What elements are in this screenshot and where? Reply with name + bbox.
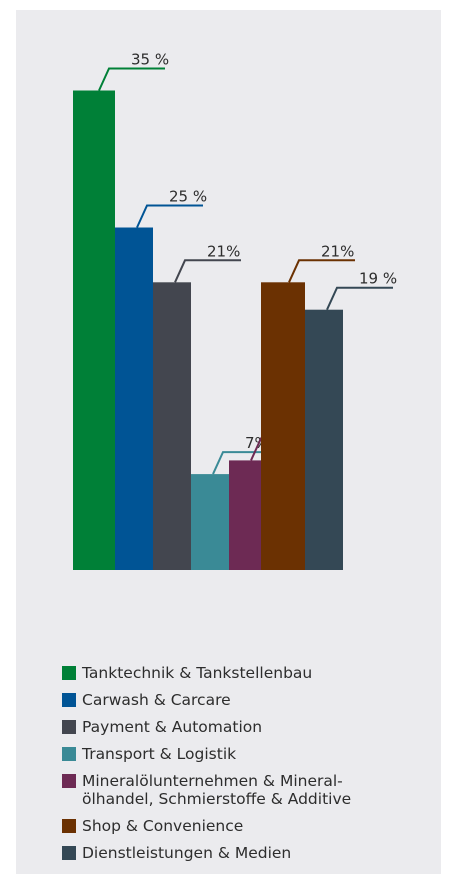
chart-panel: 35 %25 %21%7%8 %21%19 % Tanktechnik & Ta… <box>16 10 441 874</box>
data-label-7: 19 % <box>359 270 397 288</box>
bar-chart: 35 %25 %21%7%8 %21%19 % <box>73 51 397 570</box>
legend-label-7: Dienstleistungen & Medien <box>82 844 292 862</box>
legend-item-6: Shop & Convenience <box>62 817 449 835</box>
data-label-1: 35 % <box>131 51 169 69</box>
legend-label-1: Tanktechnik & Tankstellenbau <box>82 664 313 682</box>
legend-swatch-3 <box>62 720 76 734</box>
bar-1 <box>73 90 115 570</box>
bar-3 <box>153 282 191 570</box>
legend-label-4: Transport & Logistik <box>82 745 237 763</box>
leader-line-1 <box>98 67 165 91</box>
legend-swatch-7 <box>62 846 76 860</box>
legend-item-3: Payment & Automation <box>62 718 449 736</box>
leader-line-7 <box>326 286 393 311</box>
bar-7 <box>305 309 343 570</box>
bar-6 <box>261 282 305 570</box>
legend-swatch-1 <box>62 666 76 680</box>
leader-line-3 <box>174 259 241 283</box>
legend: Tanktechnik & Tankstellenbau Carwash & Ca… <box>62 664 449 871</box>
data-label-2: 25 % <box>169 188 207 206</box>
legend-label-2: Carwash & Carcare <box>82 691 231 709</box>
bar-4 <box>191 474 229 570</box>
legend-swatch-2 <box>62 693 76 707</box>
data-label-6: 21% <box>321 242 354 260</box>
legend-item-7: Dienstleistungen & Medien <box>62 844 449 862</box>
leader-line-4 <box>212 451 279 475</box>
legend-item-2: Carwash & Carcare <box>62 691 449 709</box>
bar-2 <box>115 227 153 570</box>
legend-item-1: Tanktechnik & Tankstellenbau <box>62 664 449 682</box>
legend-label-5: Mineralölunternehmen & Mineral- ölhandel… <box>82 772 352 808</box>
legend-label-3: Payment & Automation <box>82 718 263 736</box>
leader-line-6 <box>288 259 355 283</box>
leader-line-2 <box>136 204 203 228</box>
legend-label-6: Shop & Convenience <box>82 817 244 835</box>
legend-swatch-6 <box>62 819 76 833</box>
legend-swatch-4 <box>62 747 76 761</box>
data-label-3: 21% <box>207 242 240 260</box>
legend-item-5: Mineralölunternehmen & Mineral- ölhandel… <box>62 772 449 808</box>
legend-swatch-5 <box>62 774 76 788</box>
legend-item-4: Transport & Logistik <box>62 745 449 763</box>
bar-5 <box>229 460 267 570</box>
